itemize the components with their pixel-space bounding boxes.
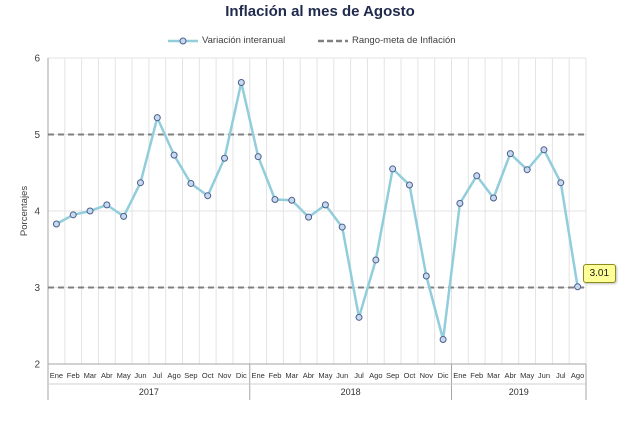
chart-title: Inflación al mes de Agosto: [225, 3, 415, 20]
data-point: [540, 146, 548, 154]
data-point: [120, 212, 128, 220]
data-point: [204, 192, 212, 200]
data-point: [473, 172, 481, 180]
data-point: [439, 336, 447, 344]
x-tick-label: May: [318, 371, 332, 380]
data-point: [86, 207, 94, 215]
data-point: [221, 154, 229, 162]
data-point: [288, 196, 296, 204]
data-point: [321, 201, 329, 209]
x-year-label: 2018: [341, 387, 361, 397]
data-point: [372, 256, 380, 264]
data-point: [153, 114, 161, 122]
data-point: [338, 223, 346, 231]
x-tick-label: Oct: [202, 371, 215, 380]
x-tick-label: Dic: [438, 371, 449, 380]
x-tick-label: Abr: [303, 371, 315, 380]
data-point: [103, 201, 111, 209]
data-point: [187, 179, 195, 187]
x-tick-label: Abr: [505, 371, 517, 380]
y-tick-label: 5: [34, 130, 40, 141]
x-tick-label: Mar: [285, 371, 298, 380]
data-point: [136, 179, 144, 187]
x-tick-label: Jun: [336, 371, 348, 380]
data-point: [389, 165, 397, 173]
legend-series-label: Variación interanual: [202, 35, 286, 46]
x-tick-label: Jul: [354, 371, 364, 380]
x-tick-label: Sep: [386, 371, 399, 380]
x-tick-label: Ene: [251, 371, 264, 380]
x-tick-label: Ago: [571, 371, 584, 380]
data-point: [557, 179, 565, 187]
x-tick-label: Ene: [453, 371, 466, 380]
x-tick-label: Ago: [167, 371, 180, 380]
y-tick-label: 6: [34, 54, 40, 65]
data-point: [405, 181, 413, 189]
data-point: [456, 199, 464, 207]
series-line: [55, 81, 579, 341]
legend-item-series: Variación interanual: [168, 35, 285, 46]
data-point: [506, 150, 514, 158]
x-tick-label: Nov: [420, 371, 434, 380]
legend-target-marker: [318, 39, 348, 42]
x-year-label: 2019: [509, 387, 529, 397]
x-tick-label: Mar: [84, 371, 97, 380]
x-tick-label: Jun: [134, 371, 146, 380]
data-point: [69, 211, 77, 219]
data-point: [490, 194, 498, 202]
x-tick-label: May: [520, 371, 534, 380]
x-tick-label: Abr: [101, 371, 113, 380]
x-tick-label: Ago: [369, 371, 382, 380]
x-year-label: 2017: [139, 387, 159, 397]
data-point: [170, 151, 178, 159]
x-tick-label: Feb: [470, 371, 483, 380]
legend: Variación interanual Rango-meta de Infla…: [0, 35, 640, 51]
legend-series-marker: [168, 37, 198, 44]
last-value-callout: 3.01: [582, 263, 617, 283]
legend-target-label: Rango-meta de Inflación: [352, 35, 456, 46]
data-point: [254, 153, 262, 161]
y-tick-label: 4: [34, 207, 40, 218]
x-tick-label: Jul: [556, 371, 566, 380]
x-tick-label: May: [117, 371, 131, 380]
x-tick-label: Sep: [184, 371, 197, 380]
legend-item-target: Rango-meta de Inflación: [318, 35, 456, 46]
y-tick-label: 2: [34, 360, 40, 371]
data-point: [523, 166, 531, 174]
x-tick-label: Dic: [236, 371, 247, 380]
y-tick-label: 3: [34, 283, 40, 294]
data-point: [422, 272, 430, 280]
data-point: [52, 220, 60, 228]
data-point: [271, 196, 279, 204]
x-tick-label: Nov: [218, 371, 232, 380]
x-tick-label: Feb: [67, 371, 80, 380]
x-tick-label: Jun: [538, 371, 550, 380]
x-tick-label: Ene: [50, 371, 63, 380]
data-point: [237, 78, 245, 86]
y-axis-label: Porcentajes: [19, 186, 30, 236]
x-tick-label: Feb: [269, 371, 282, 380]
data-point: [355, 313, 363, 321]
x-tick-label: Oct: [404, 371, 417, 380]
x-tick-label: Mar: [487, 371, 500, 380]
data-point: [305, 213, 313, 221]
x-tick-label: Jul: [152, 371, 162, 380]
data-point: [574, 283, 582, 291]
